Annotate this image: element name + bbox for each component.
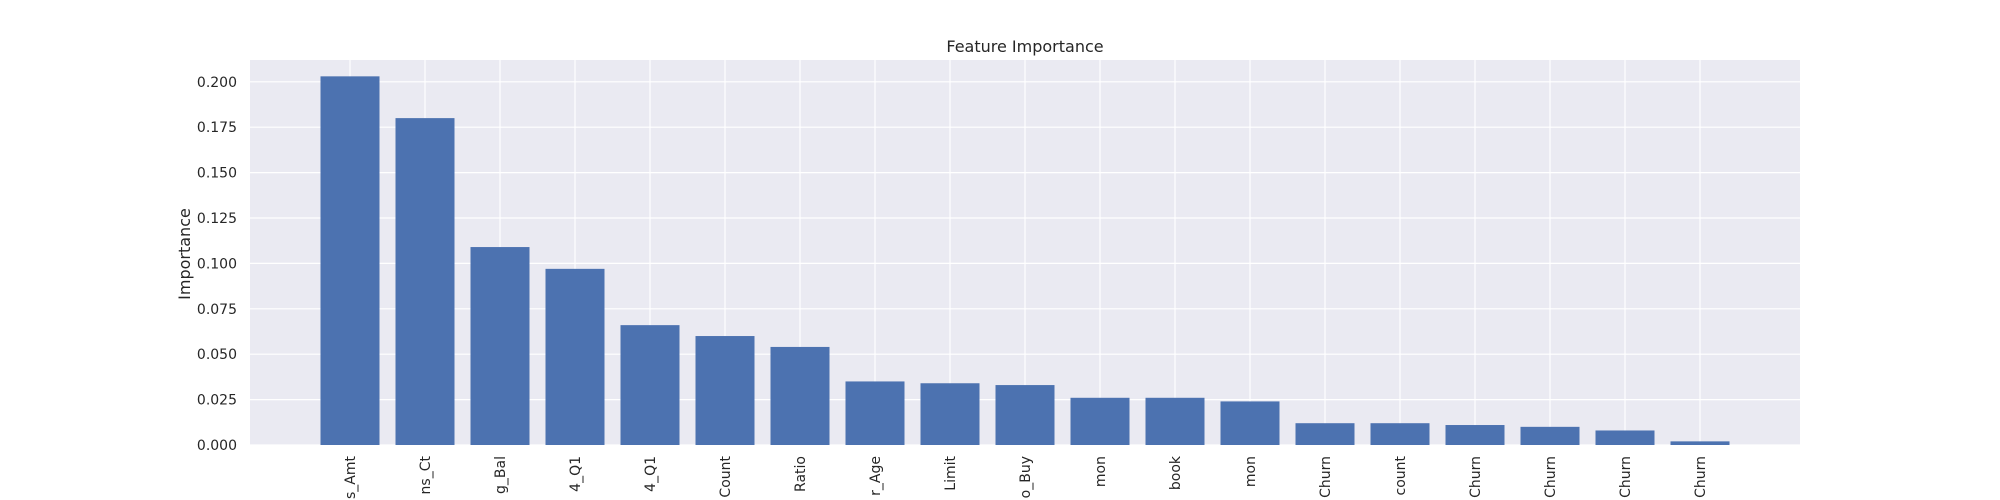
x-tick-label: mon	[1243, 456, 1259, 487]
bar-3	[545, 268, 605, 445]
y-tick-label: 0.050	[197, 347, 237, 363]
x-tick-label: Churn	[1468, 456, 1484, 498]
bar-15	[1445, 425, 1505, 445]
bar-1	[395, 118, 455, 445]
y-tick-label: 0.125	[197, 211, 237, 227]
bar-16	[1520, 426, 1580, 445]
bar-7	[845, 381, 905, 445]
bar-12	[1220, 401, 1280, 445]
bar-10	[1070, 397, 1130, 445]
y-tick-label: 0.100	[197, 256, 237, 272]
x-tick-label: mon	[1093, 456, 1109, 487]
bar-11	[1145, 397, 1205, 445]
y-tick-label: 0.000	[197, 438, 237, 454]
x-tick-label: Churn	[1693, 456, 1709, 498]
y-tick-label: 0.025	[197, 393, 237, 409]
x-tick-labels: s_Amt ns_Ct g_Bal 4_Q1 4_Q1 Count Ratio r_Age Li…	[343, 455, 1709, 499]
bars	[320, 76, 1730, 446]
x-tick-label: Ratio	[793, 456, 809, 492]
x-tick-label: Count	[718, 455, 734, 497]
y-tick-label: 0.075	[197, 302, 237, 318]
x-tick-label: 4_Q1	[643, 456, 659, 492]
y-tick-label: 0.175	[197, 120, 237, 136]
x-tick-label: g_Bal	[493, 456, 509, 494]
x-tick-label: ns_Ct	[418, 455, 434, 494]
y-tick-label: 0.150	[197, 166, 237, 182]
bar-5	[695, 336, 755, 445]
x-tick-label: o_Buy	[1018, 456, 1034, 498]
x-tick-label: Limit	[943, 456, 959, 491]
bar-9	[995, 385, 1055, 445]
y-tick-labels: 0.000 0.025 0.050 0.075 0.100 0.125 0.150 0.175…	[197, 75, 237, 454]
bar-8	[920, 383, 980, 445]
bar-13	[1295, 423, 1355, 445]
bar-18	[1670, 441, 1730, 445]
bar-14	[1370, 423, 1430, 445]
bar-2	[470, 247, 530, 445]
y-tick-label: 0.200	[197, 75, 237, 91]
x-tick-label: 4_Q1	[568, 456, 584, 492]
x-tick-label: Churn	[1543, 456, 1559, 498]
x-tick-label: Churn	[1318, 456, 1334, 498]
bar-4	[620, 325, 680, 445]
x-tick-label: count	[1393, 455, 1409, 495]
chart-title: Feature Importance	[946, 37, 1103, 56]
bar-0	[320, 76, 380, 446]
bar-6	[770, 346, 830, 445]
x-tick-label: book	[1168, 455, 1184, 490]
bar-17	[1595, 430, 1655, 445]
x-tick-label: s_Amt	[343, 455, 359, 499]
x-tick-label: r_Age	[868, 456, 884, 496]
y-axis-label: Importance	[175, 208, 194, 300]
x-tick-label: Churn	[1618, 456, 1634, 498]
